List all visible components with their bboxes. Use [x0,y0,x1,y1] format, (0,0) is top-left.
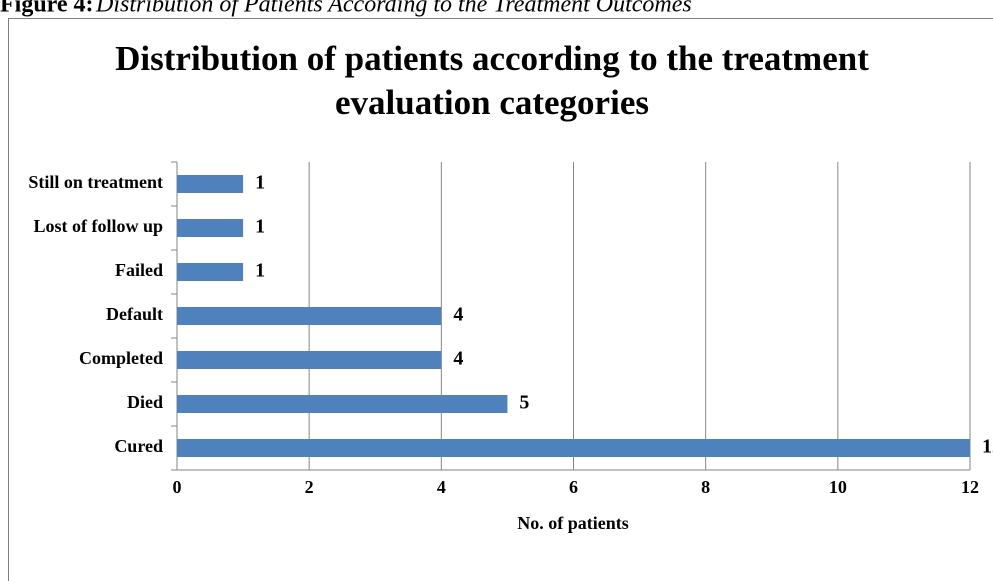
x-tick-label: 0 [173,477,182,497]
data-label: 4 [453,348,463,370]
x-tick-label: 4 [437,477,446,497]
chart-title: evaluation categories [335,83,649,122]
bar [177,439,970,457]
x-tick-label: 6 [569,477,578,497]
bar [177,219,244,237]
x-tick-label: 2 [305,477,314,497]
figure-caption: Distribution of Patients According to th… [95,0,692,18]
y-tick-label: Default [106,304,163,324]
bar [177,395,508,413]
x-tick-label: 12 [961,477,979,497]
y-tick-label: Failed [115,260,163,280]
y-tick-label: Still on treatment [28,172,163,192]
bar [177,175,244,193]
y-tick-label: Lost of follow up [33,216,163,236]
y-tick-label: Completed [79,348,163,368]
y-tick-label: Cured [114,436,163,456]
data-label: 1 [255,216,265,238]
figure-label: Figure 4: [0,0,94,18]
data-label: 1 [255,260,265,282]
chart-title: Distribution of patients according to th… [115,39,869,78]
data-label: 1 [255,172,265,194]
data-label: 12 [982,436,993,458]
bar [177,351,442,369]
bar [177,263,244,281]
x-axis-label: No. of patients [517,513,629,533]
y-tick-label: Died [127,392,163,412]
data-label: 5 [519,392,529,414]
chart-border [8,18,993,581]
data-label: 4 [453,304,463,326]
x-tick-label: 10 [829,477,847,497]
x-tick-label: 8 [701,477,710,497]
bar [177,307,442,325]
